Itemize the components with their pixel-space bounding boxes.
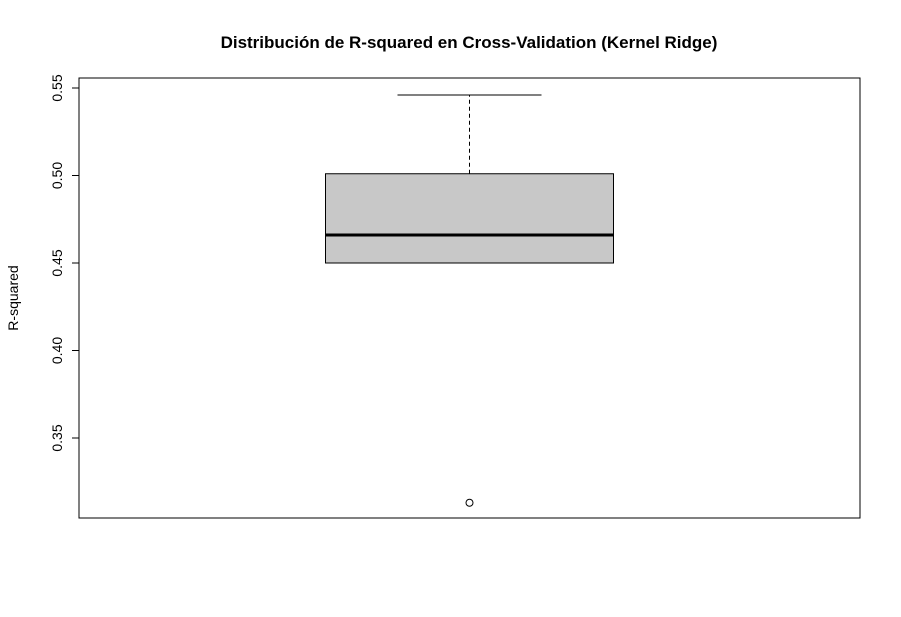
box-group: [325, 94, 614, 264]
outlier-group: [465, 498, 474, 507]
y-tick-label: 0.55: [49, 74, 65, 101]
y-tick-label: 0.35: [49, 424, 65, 451]
y-axis: 0.35 0.40 0.45 0.50 0.55: [49, 74, 80, 452]
y-axis-label: R-squared: [5, 265, 21, 330]
y-tick-label: 0.45: [49, 249, 65, 276]
chart-title: Distribución de R-squared en Cross-Valid…: [221, 33, 718, 52]
box-iqr: [325, 173, 614, 264]
y-tick-label: 0.40: [49, 337, 65, 364]
y-tick-label: 0.50: [49, 162, 65, 189]
outlier-point: [465, 498, 474, 507]
